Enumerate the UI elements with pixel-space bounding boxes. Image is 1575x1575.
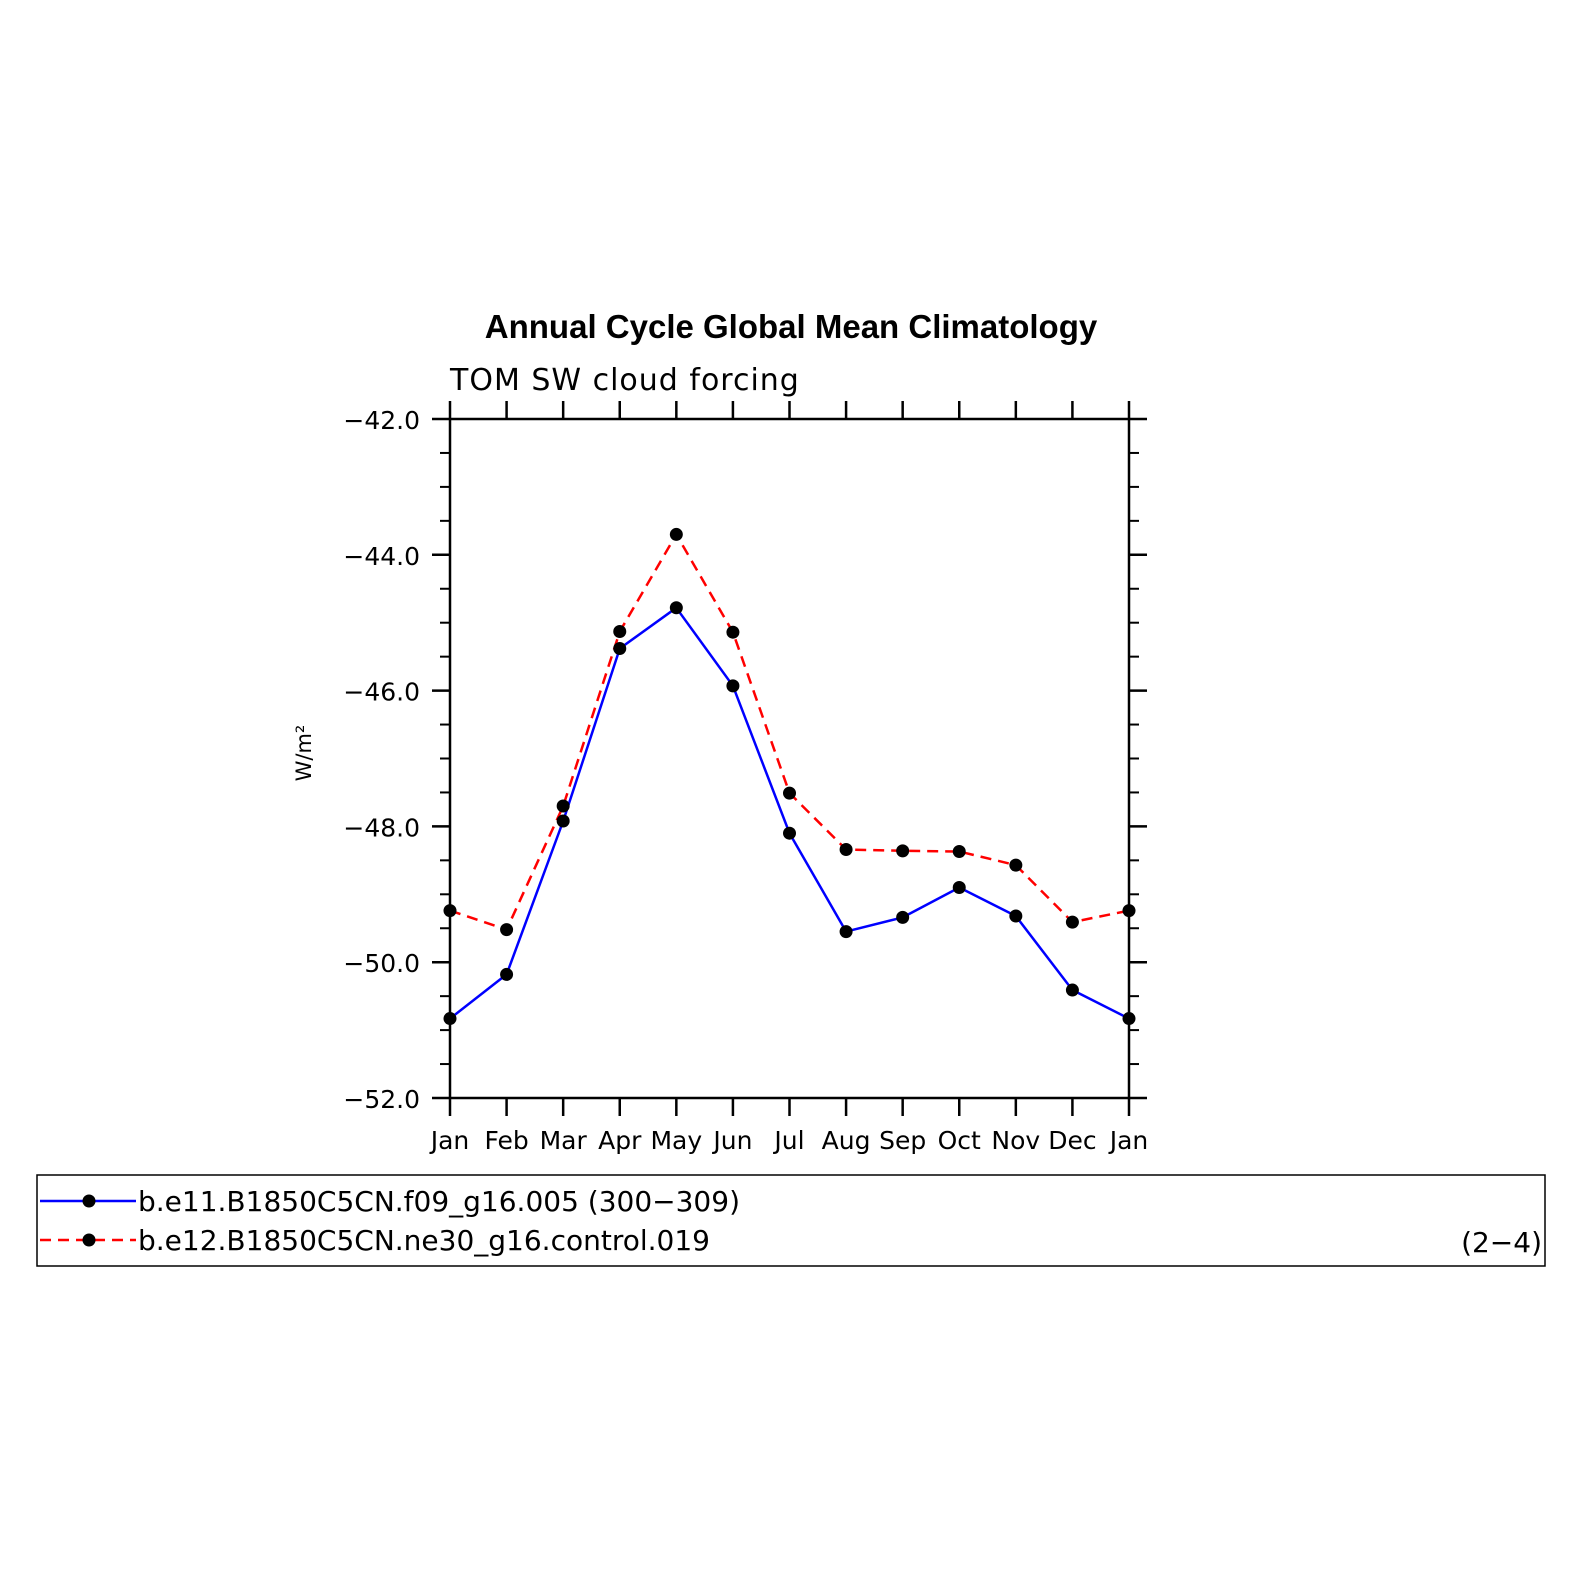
legend-marker-1 — [82, 1194, 96, 1208]
series-2-marker — [613, 625, 627, 639]
legend: b.e11.B1850C5CN.f09_g16.005 (300−309) b.e… — [40, 1185, 740, 1257]
series-2-marker — [443, 904, 457, 918]
x-tick-label: Mar — [540, 1126, 588, 1155]
legend-note: (2−4) — [1461, 1226, 1542, 1259]
series-2-marker — [1065, 915, 1079, 929]
series-2-marker — [1009, 858, 1023, 872]
series-1-marker — [556, 814, 570, 828]
y-ticks: −42.0 −44.0 −46.0 −48.0 −50.0 −52.0 — [343, 406, 1147, 1114]
series-1-marker — [783, 826, 796, 840]
series-1-marker — [896, 910, 910, 924]
series-1-marker — [1122, 1012, 1136, 1026]
legend-marker-2 — [82, 1233, 96, 1247]
plot-frame — [448, 417, 1131, 1100]
series-1-marker — [669, 601, 683, 615]
legend-box — [36, 1174, 1546, 1267]
y-tick-label: −42.0 — [343, 406, 420, 435]
legend-label-1: b.e11.B1850C5CN.f09_g16.005 (300−309) — [138, 1185, 740, 1218]
series-2-marker — [500, 923, 514, 937]
series-2-marker — [783, 786, 796, 800]
x-tick-label: Dec — [1048, 1126, 1096, 1155]
y-tick-label: −52.0 — [343, 1085, 420, 1114]
chart-subtitle: TOM SW cloud forcing — [449, 363, 800, 398]
x-tick-label: Apr — [598, 1126, 642, 1155]
x-tick-label: Jun — [711, 1126, 752, 1155]
series-2-marker — [726, 625, 740, 639]
series-1-line — [449, 606, 1130, 1020]
series-1-marker — [726, 679, 740, 693]
x-tick-label: Sep — [879, 1126, 926, 1155]
x-tick-label: Jul — [772, 1126, 804, 1155]
x-tick-label: Feb — [484, 1126, 528, 1155]
x-tick-label: Jan — [1108, 1126, 1149, 1155]
series-2-line — [449, 533, 1130, 931]
series-2-marker — [839, 842, 853, 856]
x-tick-label: Nov — [991, 1126, 1040, 1155]
legend-label-2: b.e12.B1850C5CN.ne30_g16.control.019 — [138, 1224, 710, 1257]
series-2-marker — [1122, 904, 1136, 918]
x-tick-label: Aug — [822, 1126, 871, 1155]
x-tick-label: Jan — [429, 1126, 470, 1155]
y-tick-label: −44.0 — [343, 542, 420, 571]
x-tick-label: Oct — [938, 1126, 981, 1155]
series-2-marker — [556, 799, 570, 813]
series-1-marker — [613, 642, 627, 656]
series-group — [443, 527, 1136, 1026]
y-tick-label: −46.0 — [343, 678, 420, 707]
series-1-marker — [839, 925, 853, 939]
y-tick-label: −48.0 — [343, 813, 420, 842]
series-2-marker — [896, 844, 910, 858]
x-tick-label: May — [650, 1126, 702, 1155]
series-1-marker — [500, 967, 514, 981]
series-2-marker — [669, 527, 683, 541]
series-2-marker — [952, 845, 966, 859]
y-tick-label: −50.0 — [343, 949, 420, 978]
series-1-marker — [1009, 909, 1023, 923]
x-ticks: Jan Feb Mar Apr May Jun Jul Aug Sep Oct Nov Dec Jan — [429, 401, 1149, 1155]
series-1-marker — [1065, 983, 1079, 997]
series-1-marker — [443, 1012, 457, 1026]
y-axis-label: W/m² — [292, 725, 316, 782]
series-1-marker — [952, 881, 966, 895]
chart-title: Annual Cycle Global Mean Climatology — [485, 308, 1098, 345]
